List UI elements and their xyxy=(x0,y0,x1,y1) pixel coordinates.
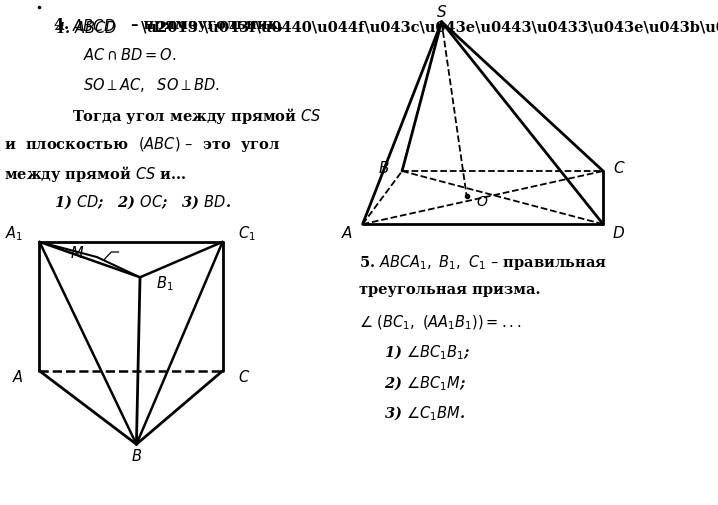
Text: $A$: $A$ xyxy=(12,368,24,384)
Text: $B$: $B$ xyxy=(131,447,142,464)
Text: и  плоскостью  $(ABC)$ –  это  угол: и плоскостью $(ABC)$ – это угол xyxy=(4,135,280,154)
Text: $SO \perp AC,\ \ SO \perp BD.$: $SO \perp AC,\ \ SO \perp BD.$ xyxy=(83,76,220,94)
Text: $\angle\ (BC_1,\ (AA_1B_1)) = ...$: $\angle\ (BC_1,\ (AA_1B_1)) = ...$ xyxy=(359,313,521,331)
Text: $A_1$: $A_1$ xyxy=(6,224,24,242)
Text: $C$: $C$ xyxy=(238,368,251,384)
Text: $B_1$: $B_1$ xyxy=(156,274,173,292)
Text: треугольная призма.: треугольная призма. xyxy=(359,283,541,297)
Text: \u2013 \u043f\u0440\u044f\u043c\u043e\u0443\u0433\u043e\u043b\u044c\u043d\u0438\: \u2013 \u043f\u0440\u044f\u043c\u043e\u0… xyxy=(136,20,718,34)
Text: $M$: $M$ xyxy=(70,244,84,261)
Text: 1) $CD$;  2) $OC$;  3) $BD$.: 1) $CD$; 2) $OC$; 3) $BD$. xyxy=(54,193,231,211)
Text: 1) $\angle BC_1B_1$;: 1) $\angle BC_1B_1$; xyxy=(384,343,470,362)
Text: 5. $ABCA_1,\ B_1,\ C_1$ – правильная: 5. $ABCA_1,\ B_1,\ C_1$ – правильная xyxy=(359,252,607,272)
Text: 4. $ABCD$: 4. $ABCD$ xyxy=(54,20,117,36)
Text: $B$: $B$ xyxy=(378,160,390,176)
Text: $C$: $C$ xyxy=(612,160,625,176)
Text: – прямоугольник,: – прямоугольник, xyxy=(126,18,283,32)
Text: $O$: $O$ xyxy=(476,195,489,209)
Text: 2) $\angle BC_1M$;: 2) $\angle BC_1M$; xyxy=(384,374,466,392)
Text: $ABCD$: $ABCD$ xyxy=(72,18,116,34)
Text: $C_1$: $C_1$ xyxy=(238,224,256,242)
Text: $AC \cap BD = O.$: $AC \cap BD = O.$ xyxy=(83,47,176,63)
Text: $D$: $D$ xyxy=(612,224,625,240)
Text: Тогда угол между прямой $CS$: Тогда угол между прямой $CS$ xyxy=(72,106,322,126)
Text: 3) $\angle C_1BM$.: 3) $\angle C_1BM$. xyxy=(384,404,465,422)
Text: между прямой $CS$ и...: между прямой $CS$ и... xyxy=(4,164,186,184)
Text: $A$: $A$ xyxy=(341,224,353,240)
Text: 4.: 4. xyxy=(54,18,74,32)
Text: $S$: $S$ xyxy=(436,4,447,20)
